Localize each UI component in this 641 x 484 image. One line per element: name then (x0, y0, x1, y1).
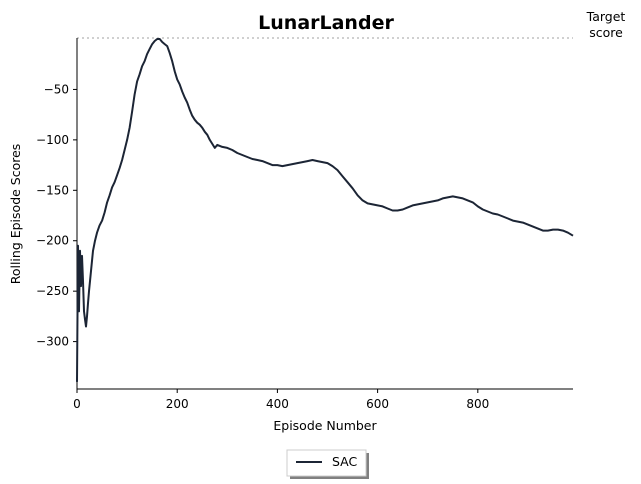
x-tick-label: 400 (266, 397, 289, 411)
y-tick-label: −200 (36, 234, 69, 248)
y-axis-ticks: −50 −100 −150 −200 −250 −300 (36, 82, 77, 349)
x-tick-label: 200 (166, 397, 189, 411)
x-tick-label: 800 (466, 397, 489, 411)
chart-title: LunarLander (258, 12, 394, 34)
y-tick-label: −250 (36, 284, 69, 298)
x-axis-label: Episode Number (273, 418, 377, 433)
y-tick-label: −300 (36, 335, 69, 349)
y-tick-label: −50 (44, 82, 69, 96)
x-tick-label: 0 (73, 397, 81, 411)
y-axis-label: Rolling Episode Scores (8, 144, 23, 285)
series-line-sac (76, 38, 574, 382)
target-label-line1: Target (586, 9, 626, 24)
y-tick-label: −100 (36, 133, 69, 147)
target-label-line2: score (589, 25, 623, 40)
x-axis-ticks: 0 200 400 600 800 (73, 389, 489, 411)
legend-label-sac: SAC (332, 454, 357, 469)
legend: SAC (286, 449, 369, 479)
x-tick-label: 600 (366, 397, 389, 411)
y-tick-label: −150 (36, 183, 69, 197)
